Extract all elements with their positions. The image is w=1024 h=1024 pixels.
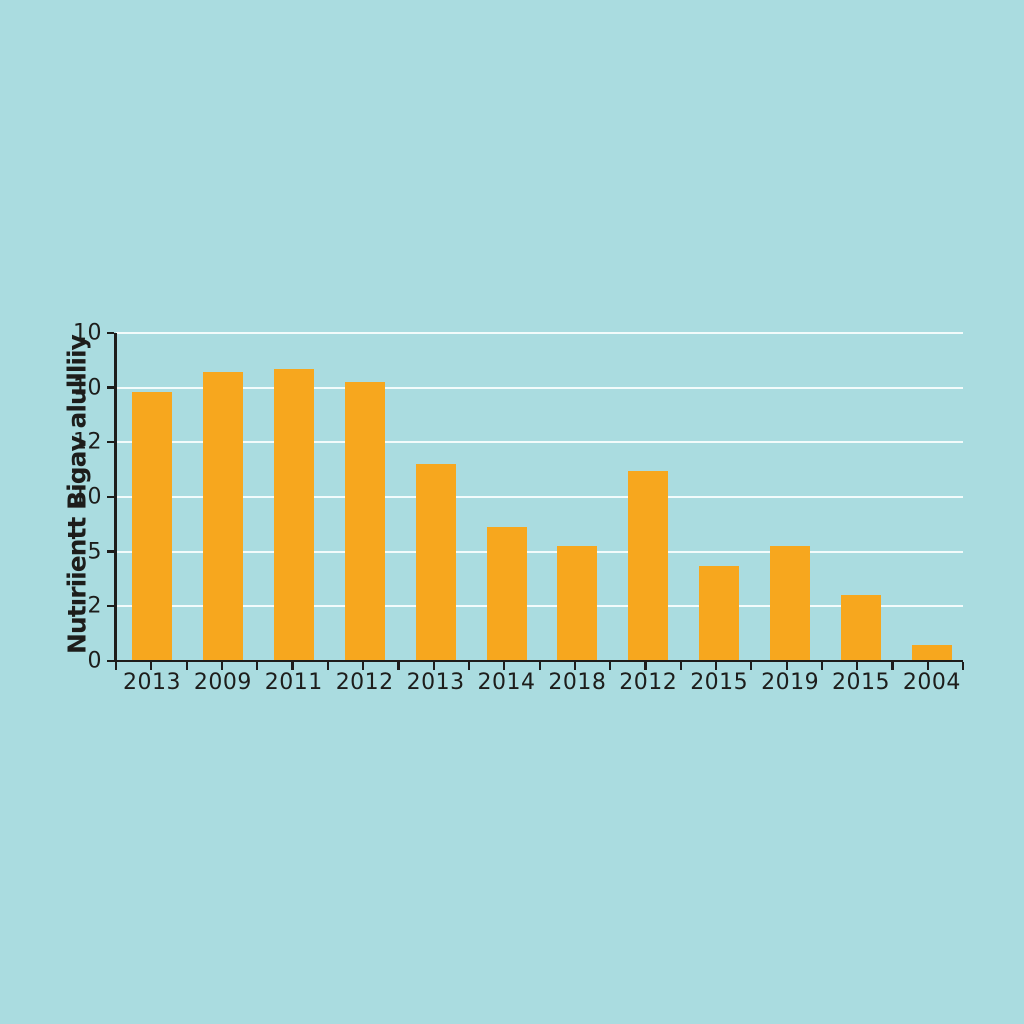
x-axis-tick — [362, 662, 365, 670]
x-axis-tick — [291, 662, 294, 670]
x-axis-tick — [185, 662, 188, 670]
x-axis-tick — [856, 662, 859, 670]
x-axis-tick — [503, 662, 506, 670]
gridline — [116, 496, 963, 498]
x-axis-tick — [397, 662, 400, 670]
bar — [202, 372, 243, 661]
x-axis-tick-label: 2013 — [406, 670, 465, 695]
x-axis-tick-label: 2009 — [193, 670, 252, 695]
x-axis-tick-label: 2015 — [832, 670, 890, 695]
bar — [770, 546, 811, 661]
x-axis-tick-label: 2004 — [902, 670, 961, 695]
gridline — [116, 441, 963, 444]
x-axis-tick-label: 2013 — [123, 670, 181, 695]
x-axis-tick-label: 2012 — [619, 670, 678, 695]
x-axis-tick — [609, 662, 612, 670]
y-axis-tick — [107, 441, 114, 444]
x-axis-tick — [573, 662, 576, 670]
y-axis-tick — [107, 495, 114, 498]
bar — [557, 546, 598, 661]
bar — [911, 644, 952, 661]
y-axis-tick-label: 2 — [87, 593, 102, 619]
bar — [486, 526, 527, 661]
y-axis-tick — [107, 386, 114, 389]
x-axis-tick — [926, 662, 929, 670]
gridline — [116, 550, 963, 553]
x-axis-tick — [326, 662, 329, 670]
x-axis-line — [114, 659, 963, 662]
x-axis-tick-label: 2014 — [477, 670, 536, 695]
x-axis-tick — [220, 662, 224, 670]
y-axis-tick-label: 10 — [73, 484, 102, 510]
gridline — [116, 386, 963, 389]
bar — [415, 464, 456, 661]
bar — [841, 595, 881, 661]
y-axis-tick-label: 5 — [87, 539, 102, 565]
x-axis-tick — [467, 662, 471, 670]
x-axis-tick-label: 2015 — [690, 670, 749, 695]
gridline — [116, 605, 963, 608]
x-axis-tick-label: 2018 — [548, 670, 607, 695]
x-axis-tick — [785, 662, 788, 670]
y-axis-tick — [107, 550, 114, 553]
x-axis-tick — [115, 662, 118, 670]
x-axis-tick — [644, 662, 647, 670]
x-axis-tick-label: 2012 — [335, 670, 394, 695]
gridline — [116, 332, 963, 334]
x-axis-tick — [962, 662, 965, 670]
y-axis-tick-label: 10 — [73, 375, 102, 401]
x-axis-tick — [256, 662, 259, 670]
x-axis-tick — [820, 662, 824, 670]
plot-area: 0 2 5 10 12 10 10 2013 2009 2011 2012 2013 2014 2018 2… — [73, 321, 965, 695]
y-axis-tick — [107, 331, 114, 334]
x-axis-tick-label: 2011 — [264, 670, 323, 695]
bar — [273, 369, 314, 661]
x-axis-tick — [891, 662, 894, 670]
x-axis-tick — [150, 662, 153, 670]
x-axis-tick — [714, 662, 718, 670]
x-axis-tick — [750, 662, 753, 670]
x-axis-tick — [679, 662, 682, 670]
y-axis-line — [114, 333, 117, 661]
y-axis-tick — [107, 605, 114, 608]
x-axis-tick — [432, 662, 435, 670]
bar — [344, 382, 385, 661]
x-axis-tick-label: 2019 — [761, 670, 820, 695]
x-axis-tick — [538, 662, 541, 670]
y-axis-tick-label: 12 — [73, 429, 102, 455]
y-axis-tick — [107, 659, 114, 662]
bar — [628, 470, 669, 661]
bar — [132, 392, 172, 661]
y-axis-tick-label: 10 — [73, 320, 102, 346]
bar — [699, 565, 740, 661]
y-axis-tick-label: 0 — [87, 648, 102, 674]
